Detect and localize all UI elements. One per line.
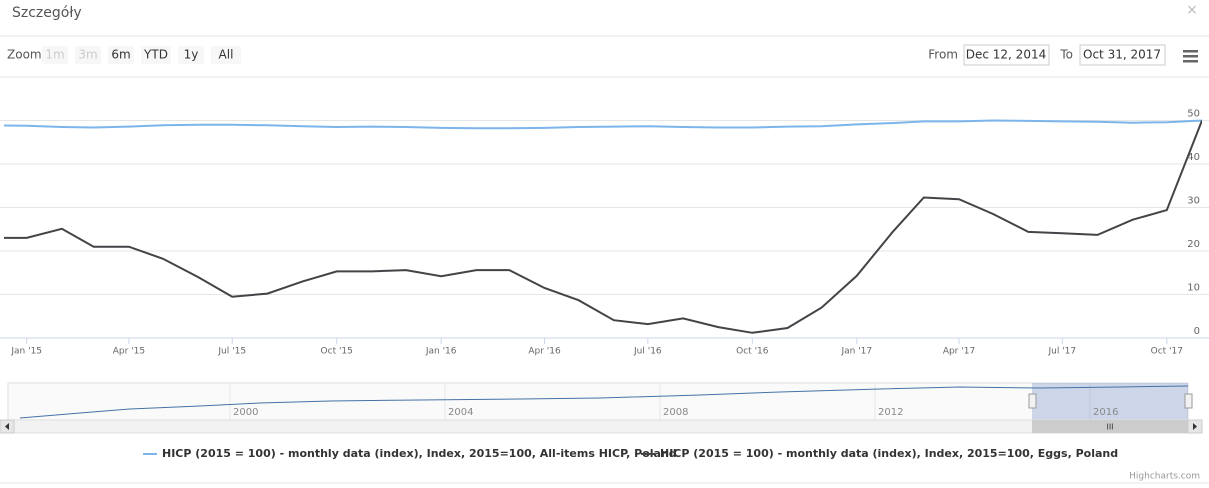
zoom-button [42,46,68,64]
x-tick-label: Apr '16 [528,347,561,357]
zoom-button-label[interactable]: YTD [143,48,168,62]
x-tick-label: Jul '17 [1047,347,1076,357]
x-tick-label: Jul '15 [217,347,246,357]
series-group [4,119,1202,334]
zoom-button-label: 1m [45,48,64,62]
x-tick-label: Oct '15 [321,347,353,357]
arrow-left [5,423,9,430]
zoom-button[interactable] [211,46,241,64]
x-tick-label: Oct '17 [1151,347,1183,357]
navigator-label: 2012 [878,407,903,418]
y-tick-label: 50 [1187,109,1200,120]
to-label: To [1059,48,1073,62]
zoom-button-label[interactable]: All [219,48,234,62]
scrollbar-thumb[interactable] [1032,420,1188,433]
zoom-label: Zoom [7,48,42,62]
navigator-handle[interactable] [1028,393,1037,409]
arrow-right [1193,423,1197,430]
from-label: From [928,48,958,62]
to-value[interactable]: Oct 31, 2017 [1083,48,1161,62]
zoom-button[interactable] [108,46,134,64]
y-tick-label: 10 [1187,283,1200,294]
x-tick-label: Jan '17 [840,347,872,357]
x-tick-label: Apr '15 [113,347,145,357]
navigator-selection[interactable] [1032,383,1188,420]
navigator-handle[interactable] [1184,393,1193,409]
legend: HICP (2015 = 100) - monthly data (index)… [143,447,1118,460]
menu-bar [1183,60,1198,63]
from-value[interactable]: Dec 12, 2014 [966,48,1046,62]
legend-item[interactable]: HICP (2015 = 100) - monthly data (index)… [162,447,677,460]
y-tick-label: 0 [1194,326,1200,337]
navigator-label: 2000 [233,407,258,418]
dialog-title: Szczegóły [12,5,82,21]
zoom-button[interactable] [178,46,204,64]
axis: 0 10 20 30 40 50 Jan '15 Apr '15 Jul '15 Oct '15 J… [0,109,1209,357]
zoom-button-label: 3m [78,48,97,62]
x-tick-label: Jan '15 [10,347,42,357]
x-tick-label: Jul '16 [633,347,662,357]
to-input[interactable] [1079,44,1166,66]
series-line [4,119,1202,130]
navigator-series [19,385,1189,419]
legend-item[interactable]: HICP (2015 = 100) - monthly data (index)… [660,447,1118,460]
series-line [4,120,1202,334]
zoom-button-label[interactable]: 6m [111,48,130,62]
menu-bar [1183,50,1198,53]
navigator: 2000 2004 2008 2012 2016 III [0,382,1203,434]
zoom-button [75,46,101,64]
close-button[interactable]: × [1186,2,1198,18]
menu-bar [1183,55,1198,58]
scrollbar-track[interactable] [7,419,1189,434]
x-tick-label: Apr '17 [943,347,975,357]
credits[interactable]: Highcharts.com [1129,472,1200,482]
x-tick-label: Jan '16 [425,347,457,357]
zoom-button[interactable] [141,46,171,64]
navigator-labels: 2000 2004 2008 2012 2016 [233,407,1118,418]
navigator-bg [7,382,1189,421]
y-tick-label: 40 [1187,152,1200,163]
scrollbar-grip: III [1106,423,1113,432]
navigator-label: 2016 [1093,407,1118,418]
zoom-button-label[interactable]: 1y [184,48,199,62]
navigator-label: 2004 [448,407,473,418]
y-tick-label: 30 [1187,196,1200,207]
y-tick-label: 20 [1187,239,1200,250]
from-input[interactable] [963,44,1050,66]
x-tick-label: Oct '16 [736,347,769,357]
zoom-buttons: 1m 3m 6m YTD 1y All [42,46,241,64]
menu-button[interactable] [1183,50,1198,63]
navigator-label: 2008 [663,407,688,418]
